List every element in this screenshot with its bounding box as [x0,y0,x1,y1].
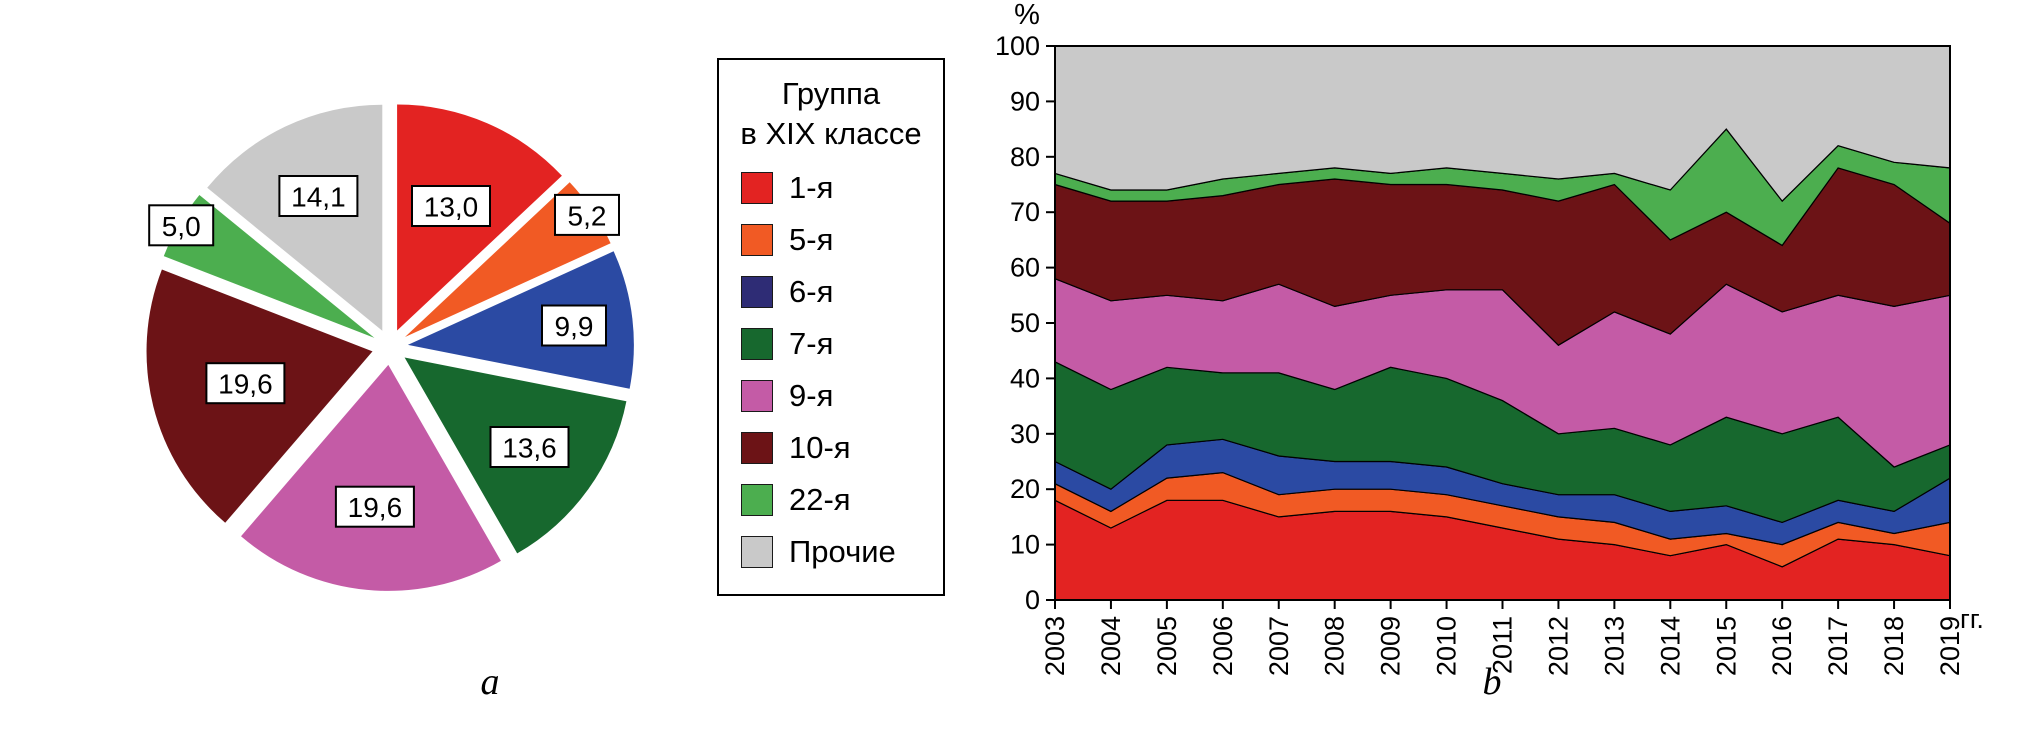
pie-value-label: 5,0 [162,211,201,242]
pie-label-box [554,193,620,236]
legend-swatch-10-я [741,432,773,464]
x-tick-label: 2005 [1152,616,1182,676]
legend-item-9-я: 9-я [741,370,943,422]
y-axis-unit-label: % [1014,0,1040,31]
pie-value-label: 19,6 [348,492,403,523]
y-tick-label: 40 [1010,363,1040,393]
pie-value-label: 14,1 [291,182,346,213]
pie-slice-9-я [241,364,501,591]
x-tick-label: 2018 [1879,616,1909,676]
legend-item-label: 1-я [789,170,834,205]
x-tick-label: 2010 [1432,616,1462,676]
x-tick-label: 2013 [1599,616,1629,676]
pie-slice-Прочие [207,104,383,331]
legend-item-label: 9-я [789,378,834,413]
legend-swatch-5-я [741,224,773,256]
y-tick-label: 90 [1010,86,1040,116]
y-tick-label: 50 [1010,308,1040,338]
pie-value-label: 5,2 [568,200,607,231]
y-tick-label: 10 [1010,530,1040,560]
legend-swatch-9-я [741,380,773,412]
legend-swatch-6-я [741,276,773,308]
panel-a-label: a [480,661,500,703]
y-tick-label: 30 [1010,419,1040,449]
legend-swatch-1-я [741,172,773,204]
x-tick-label: 2011 [1488,616,1518,674]
panel-b-label: b [1482,661,1502,703]
legend-swatch-7-я [741,328,773,360]
x-tick-label: 2016 [1767,616,1797,676]
legend-title-line2: в XIX классе [740,116,922,151]
y-tick-label: 20 [1010,474,1040,504]
pie-label-box [334,485,415,528]
x-tick-label: 2009 [1376,616,1406,676]
y-tick-label: 70 [1010,197,1040,227]
x-tick-label: 2006 [1208,616,1238,676]
pie-value-label: 13,6 [502,433,557,464]
x-tick-label: 2017 [1823,616,1853,676]
pie-label-box [489,426,570,468]
legend-item-1-я: 1-я [741,162,943,214]
x-tick-label: 2008 [1320,616,1350,676]
legend: Группа в XIX классе 1-я 5-я 6-я 7-я 9-я 10-я 2… [717,58,945,596]
x-tick-label: 2019 [1935,616,1965,676]
y-tick-label: 0 [1025,585,1040,615]
pie-value-label: 13,0 [424,192,479,223]
legend-item-label: 7-я [789,326,834,361]
y-tick-label: 80 [1010,142,1040,172]
x-tick-label: 2007 [1264,616,1294,676]
legend-title: Группа в XIX классе [719,74,943,154]
pie-label-box [411,185,491,227]
pie-label-box [205,362,286,405]
legend-item-10-я: 10-я [741,422,943,474]
x-tick-label: 2015 [1711,616,1741,676]
pie-slice-22-я [163,195,375,338]
x-tick-label: 2012 [1543,616,1573,676]
legend-item-label: Прочие [789,534,896,569]
pie-value-label: 19,6 [218,369,273,400]
x-tick-label: 2003 [1040,616,1070,676]
legend-title-line1: Группа [781,76,881,111]
pie-slice-6-я [407,251,634,389]
pie-value-label: 9,9 [555,311,594,342]
legend-item-6-я: 6-я [741,266,943,318]
legend-swatch-Прочие [741,536,773,568]
legend-item-label: 22-я [789,482,851,517]
stacked-area-chart: 0 10 20 30 40 50 60 70 80 90 100 2003 2004 2005 2006 20… [995,0,1984,676]
pie-chart: 13,0 5,2 9,9 13,6 19,6 19,6 5,0 14,1 [146,104,634,591]
legend-swatch-22-я [741,484,773,516]
legend-item-5-я: 5-я [741,214,943,266]
x-axis-unit-label: гг. [1960,604,1984,634]
legend-item-Прочие: Прочие [741,526,943,578]
pie-label-box [541,304,607,347]
legend-item-22-я: 22-я [741,474,943,526]
legend-item-label: 5-я [789,222,834,257]
x-tick-label: 2014 [1655,616,1685,676]
y-tick-label: 60 [1010,253,1040,283]
x-tick-label: 2004 [1096,616,1126,676]
legend-item-label: 10-я [789,430,851,465]
legend-items: 1-я 5-я 6-я 7-я 9-я 10-я 22-я Прочие [719,162,943,578]
y-tick-label: 100 [995,31,1040,61]
legend-item-7-я: 7-я [741,318,943,370]
pie-label-box [148,204,215,247]
pie-label-box [278,175,359,217]
legend-item-label: 6-я [789,274,834,309]
